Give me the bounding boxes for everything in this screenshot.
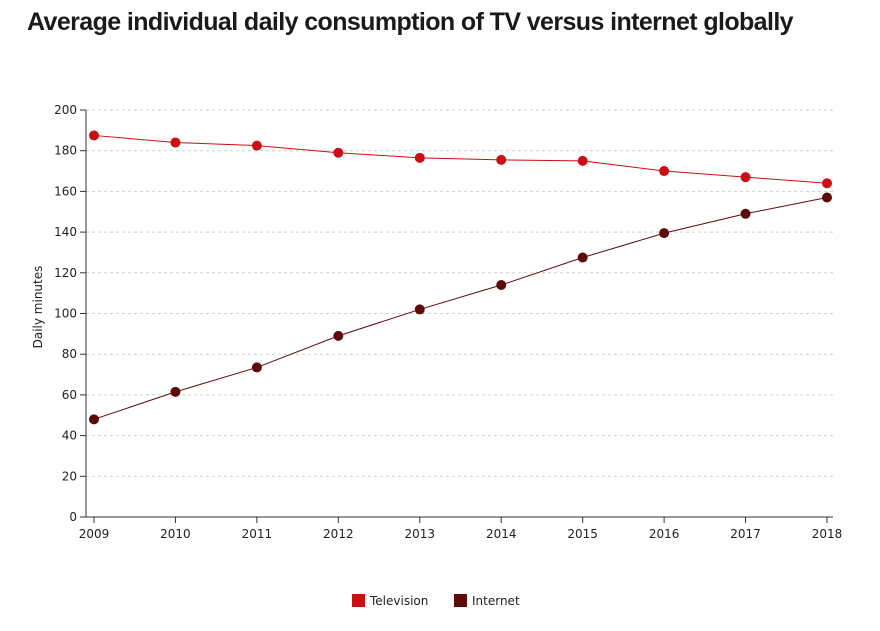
legend-swatch-television[interactable] <box>352 594 365 607</box>
internet-point-2011[interactable] <box>251 362 262 373</box>
television-point-2011[interactable] <box>251 140 262 151</box>
y-tick-label-180: 180 <box>54 144 77 158</box>
y-tick-label-120: 120 <box>54 266 77 280</box>
television-point-2010[interactable] <box>170 137 181 148</box>
x-tick-label-2016: 2016 <box>649 527 680 541</box>
television-point-2016[interactable] <box>659 166 670 177</box>
x-tick-label-2018: 2018 <box>812 527 843 541</box>
television-point-2012[interactable] <box>333 147 344 158</box>
internet-point-2013[interactable] <box>414 304 425 315</box>
legend-label-television[interactable]: Television <box>369 594 428 608</box>
television-point-2018[interactable] <box>822 178 832 189</box>
y-tick-label-80: 80 <box>62 347 77 361</box>
internet-point-2012[interactable] <box>333 330 344 341</box>
x-tick-label-2011: 2011 <box>242 527 273 541</box>
internet-point-2014[interactable] <box>496 280 507 291</box>
y-axis-title: Daily minutes <box>31 266 45 349</box>
y-tick-label-200: 200 <box>54 103 77 117</box>
chart-title: Average individual daily consumption of … <box>27 8 794 36</box>
y-axis-ticks: 0 20 40 60 80 100 120 140 160 180 200 <box>54 103 86 524</box>
television-point-2009[interactable] <box>89 130 99 141</box>
y-tick-label-0: 0 <box>69 510 77 524</box>
internet-point-2010[interactable] <box>170 386 181 397</box>
series-group <box>89 130 832 425</box>
television-point-2015[interactable] <box>577 155 588 166</box>
gridlines <box>86 109 833 477</box>
internet-point-2018[interactable] <box>822 192 832 203</box>
television-series-line <box>93 134 828 184</box>
x-tick-label-2012: 2012 <box>323 527 354 541</box>
internet-point-2016[interactable] <box>659 228 670 239</box>
internet-point-2009[interactable] <box>89 414 99 425</box>
y-tick-label-40: 40 <box>62 429 77 443</box>
internet-series-line <box>93 197 828 420</box>
x-tick-label-2015: 2015 <box>567 527 598 541</box>
internet-point-2015[interactable] <box>577 252 588 263</box>
x-axis-ticks: 2009 2010 2011 2012 2013 2014 2015 2016 2017 2018 <box>79 517 843 541</box>
y-tick-label-140: 140 <box>54 225 77 239</box>
y-tick-label-20: 20 <box>62 469 77 483</box>
x-tick-label-2014: 2014 <box>486 527 517 541</box>
y-tick-label-100: 100 <box>54 307 77 321</box>
x-tick-label-2009: 2009 <box>79 527 110 541</box>
legend-swatch-internet[interactable] <box>454 594 467 607</box>
internet-point-2017[interactable] <box>740 208 751 219</box>
television-point-2013[interactable] <box>414 152 425 163</box>
legend-label-internet[interactable]: Internet <box>472 594 520 608</box>
x-tick-label-2013: 2013 <box>405 527 436 541</box>
television-point-2014[interactable] <box>496 154 507 165</box>
television-point-2017[interactable] <box>740 172 751 183</box>
legend: Television Internet <box>352 594 520 608</box>
x-tick-label-2017: 2017 <box>730 527 761 541</box>
y-tick-label-60: 60 <box>62 388 77 402</box>
x-tick-label-2010: 2010 <box>160 527 191 541</box>
y-tick-label-160: 160 <box>54 184 77 198</box>
